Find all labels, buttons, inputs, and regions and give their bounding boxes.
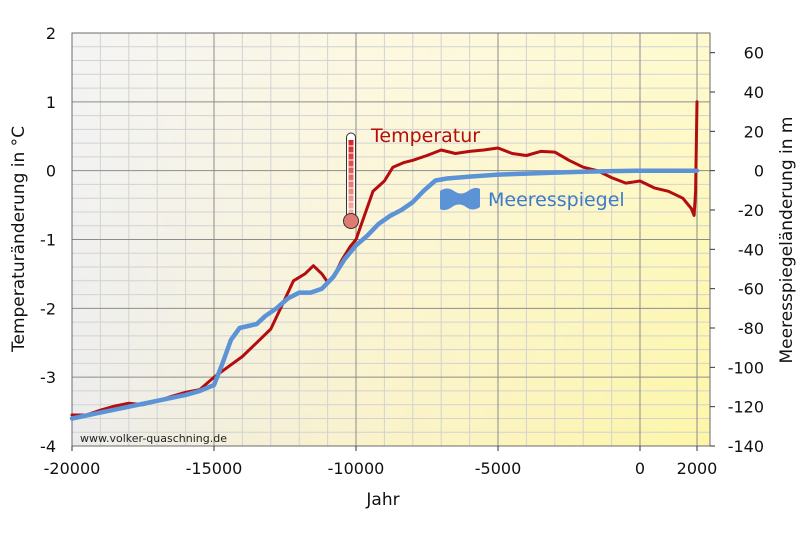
left-y-tick-labels: 2 1 0 -1 -2 -3 -4 <box>40 24 56 456</box>
right-y-tick-label: -120 <box>728 398 764 417</box>
right-y-tick-label: 0 <box>754 162 764 181</box>
left-y-axis-title: Temperaturänderung in °C <box>9 126 29 353</box>
series-label-meeresspiegel: Meeresspiegel <box>488 189 625 211</box>
left-y-tick-label: -3 <box>40 368 56 387</box>
plot-frame <box>71 32 711 447</box>
x-tick-label: -5000 <box>475 459 522 478</box>
right-y-tick-label: -140 <box>728 437 764 456</box>
right-y-tick-label: 60 <box>744 44 764 63</box>
right-y-tick-labels: 60 40 20 0 -20 -40 -60 -80 -100 -120 -140 <box>710 44 764 456</box>
right-y-tick-label: 40 <box>744 83 764 102</box>
left-y-tick-label: -2 <box>40 299 56 318</box>
left-y-tick-label: 1 <box>46 93 56 112</box>
x-tick-label: -15000 <box>186 459 243 478</box>
left-y-tick-label: 0 <box>46 162 56 181</box>
watermark-text: www.volker-quaschning.de <box>80 432 227 445</box>
series-line-meeresspiegel <box>69 168 700 421</box>
right-y-tick-label: -20 <box>738 201 764 220</box>
series-label-temperatur: Temperatur <box>370 125 480 147</box>
right-y-tick-label: 20 <box>744 122 764 141</box>
right-y-tick-label: -80 <box>738 319 764 338</box>
x-tick-label: -20000 <box>44 459 101 478</box>
left-y-tick-label: 2 <box>46 24 56 43</box>
right-y-axis-title: Meeresspiegeländerung in m <box>777 117 797 364</box>
x-axis-title: Jahr <box>365 490 399 510</box>
right-y-tick-label: -40 <box>738 240 764 259</box>
left-y-tick-label: -4 <box>40 437 56 456</box>
x-tick-label: -10000 <box>328 459 385 478</box>
x-tick-labels: -20000 -15000 -10000 -5000 0 2000 <box>44 446 718 478</box>
right-y-tick-label: -100 <box>728 358 764 377</box>
left-y-tick-label: -1 <box>40 231 56 250</box>
wave-icon <box>440 187 480 211</box>
right-y-tick-label: -60 <box>738 280 764 299</box>
thermometer-icon <box>343 132 359 229</box>
x-tick-label: 2000 <box>677 459 718 478</box>
x-tick-label: 0 <box>635 459 645 478</box>
